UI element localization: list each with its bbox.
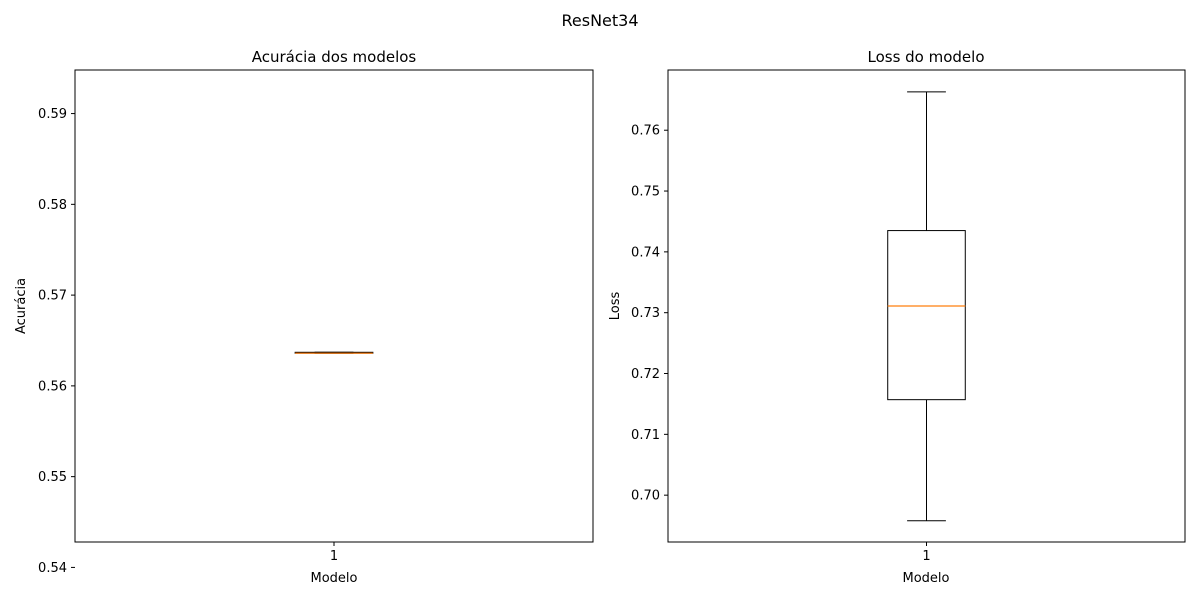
accuracy-x-ticks: 1 <box>330 542 338 564</box>
loss-x-tick-label: 1 <box>922 549 930 564</box>
accuracy-y-tick-label: 0.57 <box>38 289 67 304</box>
accuracy-boxes <box>294 351 374 354</box>
loss-boxes <box>887 91 966 522</box>
accuracy-plot-frame <box>74 69 594 543</box>
accuracy-y-tick-label: 0.56 <box>38 379 67 394</box>
loss-y-tick-label: 0.75 <box>631 185 660 200</box>
loss-y-tick-label: 0.71 <box>631 428 660 443</box>
loss-y-tick-label: 0.73 <box>631 306 660 321</box>
accuracy-y-tick-label: 0.54 <box>38 561 67 576</box>
loss-y-axis-label: Loss <box>608 292 623 321</box>
accuracy-panel: Acurácia dos modelos 0.540.550.560.570.5… <box>14 48 594 586</box>
accuracy-y-tick-label: 0.55 <box>38 470 67 485</box>
accuracy-y-tick-label: 0.58 <box>38 198 67 213</box>
loss-panel: Loss do modelo 0.700.710.720.730.740.750… <box>608 48 1186 586</box>
loss-y-tick-label: 0.70 <box>631 489 660 504</box>
accuracy-y-axis-label: Acurácia <box>14 278 29 334</box>
loss-y-tick-label: 0.76 <box>631 124 660 139</box>
accuracy-chart-title: Acurácia dos modelos <box>252 48 417 66</box>
accuracy-x-tick-label: 1 <box>330 549 338 564</box>
accuracy-y-tick-label: 0.59 <box>38 107 67 122</box>
loss-y-ticks: 0.70 0.71 0.72 0.73 0.74 0.75 0.76 <box>631 124 668 504</box>
figure-title: ResNet34 <box>561 11 638 30</box>
loss-x-axis-label: Modelo <box>903 571 950 586</box>
accuracy-y-ticks: 0.54 0.55 0.56 0.57 0.58 0.59 <box>38 107 75 576</box>
loss-x-ticks: 1 <box>922 542 931 564</box>
loss-y-tick-label: 0.74 <box>631 245 660 260</box>
loss-y-tick-label: 0.72 <box>631 367 660 382</box>
loss-box <box>887 230 966 401</box>
accuracy-x-axis-label: Modelo <box>311 571 358 586</box>
loss-chart-title: Loss do modelo <box>867 48 984 66</box>
